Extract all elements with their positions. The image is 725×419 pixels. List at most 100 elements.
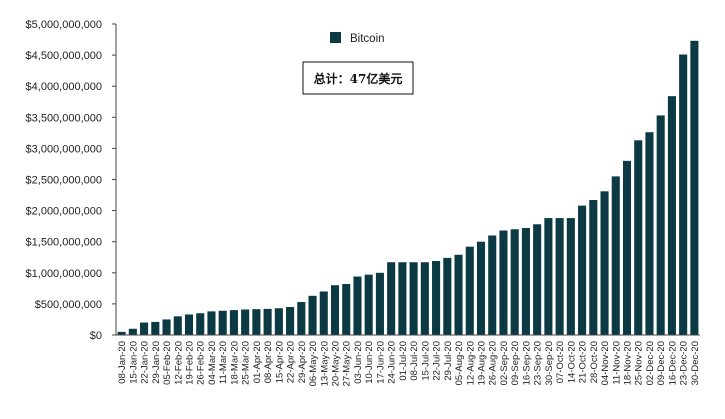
- x-tick-label: 29-Jul-20: [443, 341, 454, 381]
- bar: [679, 54, 688, 336]
- x-tick-label: 28-Oct-20: [589, 341, 600, 383]
- legend: Bitcoin: [330, 32, 385, 45]
- x-tick-label: 30-Dec-20: [690, 341, 701, 385]
- total-annotation-text: 总计：47亿美元: [314, 71, 403, 86]
- x-tick-label: 11-Nov-20: [611, 341, 622, 385]
- y-tick-label: $1,000,000,000: [26, 268, 102, 280]
- x-tick-label: 16-Sep-20: [521, 341, 532, 385]
- x-tick-label: 22-Jan-20: [140, 341, 151, 384]
- x-tick-label: 14-Oct-20: [566, 341, 577, 383]
- x-axis: 08-Jan-20 15-Jan-20 22-Jan-20 29-Jan-20 05-F…: [116, 334, 701, 386]
- bar: [521, 228, 530, 335]
- x-tick-label: 02-Sep-20: [499, 341, 510, 385]
- x-tick-label: 26-Aug-20: [488, 341, 499, 385]
- x-tick-label: 21-Oct-20: [578, 341, 589, 383]
- y-tick-label: $4,500,000,000: [26, 50, 102, 62]
- x-tick-label: 09-Dec-20: [656, 341, 667, 385]
- bar: [555, 218, 564, 335]
- y-tick-label: $500,000,000: [35, 299, 102, 311]
- x-tick-label: 04-Nov-20: [600, 341, 611, 385]
- x-tick-label: 12-Feb-20: [173, 341, 184, 385]
- legend-swatch: [330, 32, 341, 43]
- y-axis: $0 $500,000,000 $1,000,000,000 $1,500,000,0…: [26, 19, 117, 342]
- bar: [622, 160, 632, 335]
- x-tick-label: 15-Jan-20: [128, 341, 139, 384]
- bar: [611, 176, 620, 335]
- bar: [499, 230, 508, 335]
- bar: [645, 132, 654, 335]
- bar: [162, 319, 171, 335]
- bar: [375, 272, 384, 335]
- x-tick-label: 23-Dec-20: [679, 341, 690, 385]
- bar: [566, 218, 575, 335]
- y-tick-label: $3,500,000,000: [26, 112, 102, 124]
- bar: [263, 308, 272, 335]
- bar: [488, 235, 497, 335]
- bar: [656, 115, 665, 336]
- bar: [432, 260, 441, 335]
- x-tick-label: 29-Apr-20: [297, 341, 308, 383]
- x-tick-label: 10-Jun-20: [364, 341, 375, 384]
- bar: [151, 321, 160, 335]
- x-tick-label: 11-Mar-20: [218, 341, 229, 384]
- bar: [319, 291, 328, 335]
- x-tick-label: 22-Apr-20: [286, 341, 297, 383]
- legend-label-bitcoin: Bitcoin: [350, 33, 385, 45]
- bar: [308, 295, 317, 335]
- bar: [196, 313, 205, 335]
- x-tick-label: 22-Jul-20: [432, 341, 443, 381]
- x-tick-label: 13-May-20: [319, 341, 330, 386]
- bar: [667, 96, 676, 335]
- x-tick-label: 01-Apr-20: [252, 341, 263, 383]
- total-annotation: 总计：47亿美元: [302, 61, 414, 95]
- x-tick-label: 26-Feb-20: [196, 341, 207, 385]
- y-tick-label: $0: [90, 330, 102, 342]
- bar: [398, 262, 407, 335]
- bar: [342, 283, 351, 335]
- bar: [600, 191, 609, 335]
- y-tick-label: $2,500,000,000: [26, 175, 102, 187]
- x-tick-label: 12-Aug-20: [465, 341, 476, 385]
- bar: [252, 309, 261, 335]
- bar: [420, 262, 429, 335]
- y-tick-label: $2,000,000,000: [26, 206, 102, 218]
- x-tick-label: 20-May-20: [331, 341, 342, 386]
- bar: [218, 310, 227, 335]
- bar: [330, 285, 340, 335]
- bar: [173, 316, 182, 335]
- bar: [454, 254, 463, 335]
- bar: [690, 40, 699, 335]
- bar: [443, 257, 452, 335]
- x-tick-label: 15-Jul-20: [420, 341, 431, 381]
- bar: [476, 241, 486, 335]
- x-tick-label: 08-Jan-20: [117, 341, 128, 384]
- bar: [409, 262, 418, 335]
- x-tick-label: 18-Nov-20: [623, 341, 634, 385]
- x-tick-label: 02-Dec-20: [645, 341, 656, 385]
- bar-series: [117, 40, 699, 336]
- bar: [297, 302, 306, 335]
- x-tick-label: 24-Jun-20: [387, 341, 398, 384]
- x-tick-label: 15-Apr-20: [274, 341, 285, 383]
- x-tick-label: 19-Aug-20: [477, 341, 488, 385]
- bar: [634, 140, 643, 335]
- x-tick-label: 18-Mar-20: [229, 341, 240, 385]
- bar: [117, 331, 126, 335]
- y-tick-label: $3,000,000,000: [26, 143, 102, 155]
- x-tick-label: 06-May-20: [308, 341, 319, 386]
- x-tick-label: 29-Jan-20: [151, 341, 162, 384]
- y-tick-label: $5,000,000,000: [26, 19, 102, 31]
- bar: [184, 314, 194, 335]
- x-tick-label: 01-Jul-20: [398, 341, 409, 381]
- bar: [533, 224, 542, 335]
- bar: [465, 246, 474, 335]
- x-tick-label: 08-Apr-20: [263, 341, 274, 383]
- x-tick-label: 27-May-20: [342, 341, 353, 386]
- bar: [128, 328, 137, 335]
- y-tick-label: $1,500,000,000: [26, 237, 102, 249]
- bar: [140, 322, 149, 335]
- bar: [229, 310, 238, 335]
- x-tick-label: 30-Sep-20: [544, 341, 555, 385]
- x-tick-label: 09-Sep-20: [510, 341, 521, 385]
- bar: [207, 311, 216, 335]
